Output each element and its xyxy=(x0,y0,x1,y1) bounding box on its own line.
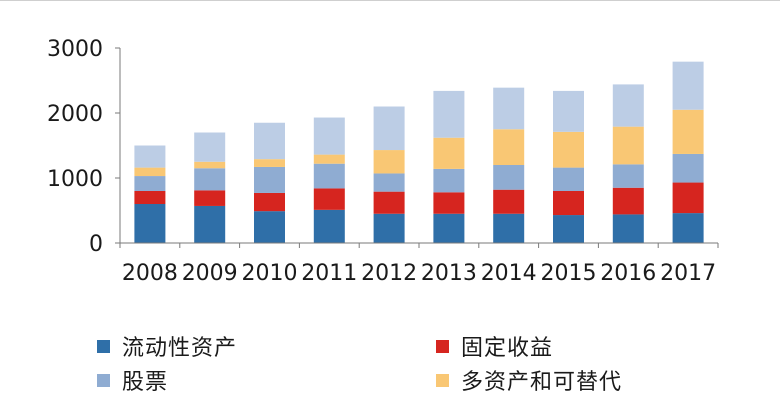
legend-label-equity: 股票 xyxy=(122,370,169,395)
bar-segment-2016-s3 xyxy=(612,126,644,165)
bar-segment-2016-s4 xyxy=(612,84,644,127)
bar-segment-2008-s1 xyxy=(134,191,166,204)
axes-layer xyxy=(115,47,719,248)
bar-segment-2009-s1 xyxy=(194,190,226,206)
x-tick-labels: 2008 2009 2010 2011 2012 2013 2014 2015 2016 2017 xyxy=(122,261,716,286)
legend-label-fixed-income: 固定收益 xyxy=(461,336,554,361)
bar-segment-2012-s1 xyxy=(373,191,405,214)
bar-segment-2013-s4 xyxy=(433,90,465,138)
x-tick-label-2013: 2013 xyxy=(421,261,477,286)
bar-segment-2016-s2 xyxy=(612,164,644,188)
bar-segment-2017-s3 xyxy=(672,109,704,154)
legend-swatch-fixed-income xyxy=(436,339,449,353)
bar-segment-2012-s3 xyxy=(373,150,405,174)
bar-segment-2012-s4 xyxy=(373,106,405,151)
bar-segment-2017-s4 xyxy=(672,61,704,110)
x-tick-label-2015: 2015 xyxy=(541,261,597,286)
x-tick-label-2016: 2016 xyxy=(600,261,656,286)
x-tick-label-2008: 2008 xyxy=(122,261,178,286)
legend-label-liquidity: 流动性资产 xyxy=(122,336,238,361)
bar-segment-2010-s4 xyxy=(254,122,285,160)
legend-swatch-liquidity xyxy=(97,339,110,353)
bar-segment-2016-s0 xyxy=(612,214,644,243)
x-tick-label-2017: 2017 xyxy=(660,261,716,286)
legend-item-multi-asset: 多资产和可替代 xyxy=(436,365,622,395)
bar-segment-2008-s3 xyxy=(134,167,166,177)
y-tick-label-0: 0 xyxy=(89,232,103,257)
bar-segment-2009-s3 xyxy=(194,161,226,169)
y-tick-label-2000: 2000 xyxy=(47,102,103,127)
bar-segment-2014-s0 xyxy=(493,213,525,243)
bar-segment-2011-s2 xyxy=(313,163,345,189)
bar-segment-2014-s2 xyxy=(493,165,525,190)
bar-segment-2015-s3 xyxy=(553,131,584,168)
bar-segment-2015-s2 xyxy=(553,167,584,191)
x-tick-label-2010: 2010 xyxy=(242,261,298,286)
legend-swatch-equity xyxy=(97,373,110,387)
legend-item-liquidity: 流动性资产 xyxy=(97,331,237,361)
x-tick-label-2012: 2012 xyxy=(361,261,417,286)
y-tick-labels: 0 1000 2000 3000 xyxy=(47,37,103,257)
y-tick-label-1000: 1000 xyxy=(47,167,103,192)
bar-segment-2014-s1 xyxy=(493,189,525,214)
bar-segment-2013-s0 xyxy=(433,213,465,243)
legend-swatch-multi-asset xyxy=(436,373,449,387)
bar-segment-2014-s4 xyxy=(493,87,525,130)
bar-segment-2011-s0 xyxy=(313,209,345,243)
bar-segment-2008-s0 xyxy=(134,204,166,243)
legend-label-multi-asset: 多资产和可替代 xyxy=(461,370,623,395)
bar-segment-2009-s0 xyxy=(194,205,226,243)
bar-segment-2015-s1 xyxy=(553,191,584,216)
bar-segment-2014-s3 xyxy=(493,129,525,165)
bar-segment-2017-s0 xyxy=(672,213,704,243)
bar-segment-2011-s1 xyxy=(313,188,345,210)
legend-item-fixed-income: 固定收益 xyxy=(436,331,553,361)
bar-segment-2010-s3 xyxy=(254,159,285,167)
bar-segment-2015-s4 xyxy=(553,90,584,132)
y-tick-label-3000: 3000 xyxy=(47,37,103,62)
bar-segment-2008-s4 xyxy=(134,145,166,168)
bar-segment-2010-s0 xyxy=(254,211,285,243)
bar-segment-2017-s1 xyxy=(672,182,704,214)
x-tick-label-2009: 2009 xyxy=(182,261,238,286)
bar-segment-2010-s1 xyxy=(254,192,285,212)
bars-layer xyxy=(134,61,704,243)
bar-segment-2013-s3 xyxy=(433,137,465,169)
bar-segment-2013-s1 xyxy=(433,192,465,214)
bar-segment-2012-s2 xyxy=(373,173,405,192)
bar-segment-2011-s4 xyxy=(313,117,345,155)
bar-segment-2016-s1 xyxy=(612,187,644,215)
bar-segment-2011-s3 xyxy=(313,154,345,164)
bar-segment-2017-s2 xyxy=(672,153,704,183)
x-tick-label-2011: 2011 xyxy=(301,261,357,286)
bar-segment-2010-s2 xyxy=(254,166,285,193)
bar-segment-2009-s4 xyxy=(194,132,226,162)
top-border-line xyxy=(0,0,780,1)
bar-segment-2012-s0 xyxy=(373,213,405,243)
bar-segment-2013-s2 xyxy=(433,168,465,193)
bar-segment-2009-s2 xyxy=(194,168,226,191)
legend-item-equity: 股票 xyxy=(97,365,168,395)
bar-segment-2008-s2 xyxy=(134,176,166,191)
x-tick-label-2014: 2014 xyxy=(481,261,537,286)
bar-segment-2015-s0 xyxy=(553,215,584,243)
